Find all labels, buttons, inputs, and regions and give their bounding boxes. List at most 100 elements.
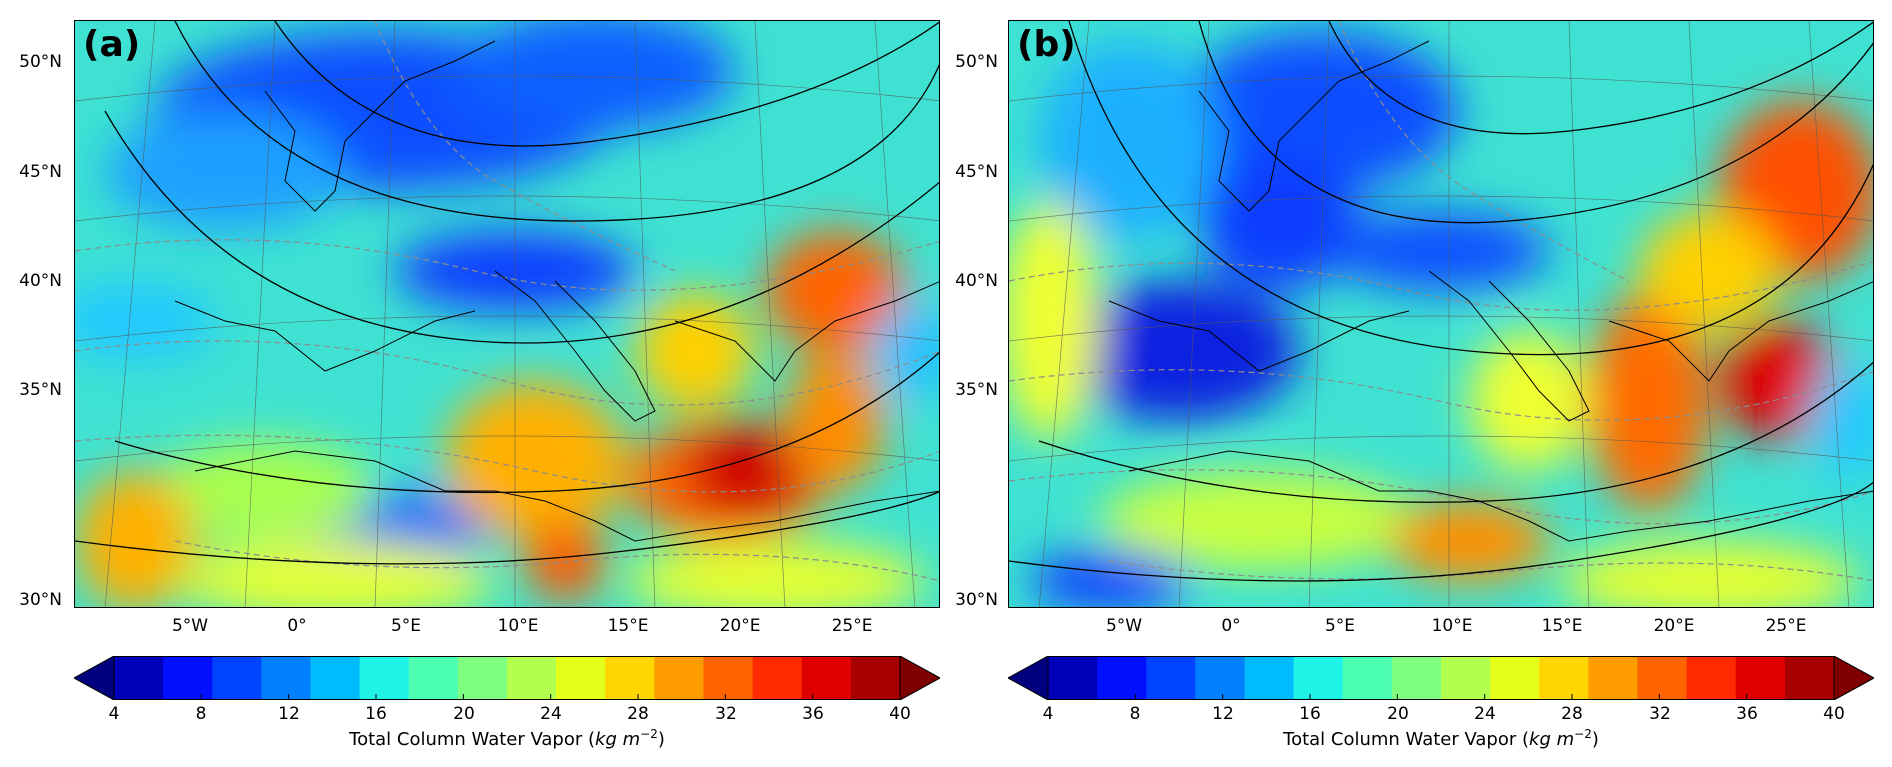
map-frame: (a) [74,20,940,608]
colorbar-segment [1097,656,1147,700]
lat-label-35n: 35°N [19,380,62,400]
lat-label-40n: 40°N [955,271,998,291]
colorbar-tick: 36 [802,704,824,724]
colorbar [72,655,942,701]
lat-label-50n: 50°N [19,52,62,72]
colorbar-segment [408,656,459,700]
colorbar-extend-min [72,655,115,701]
colorbar-title: Total Column Water Vapor (kg m−2) [1283,727,1599,750]
colorbar-title-text: Total Column Water Vapor [1283,729,1517,750]
colorbar-segment [1686,656,1737,700]
colorbar-tick: 20 [1387,704,1409,724]
colorbar-segment [556,656,606,700]
colorbar-segment [359,656,410,700]
lon-label-15e: 15°E [1541,616,1583,636]
lon-label-10e: 10°E [1431,616,1473,636]
colorbar-segment [605,656,655,700]
lon-label-5w: 5°W [1105,616,1143,636]
panel-a: 50°N 45°N 40°N 35°N 30°N [19,20,942,750]
panel-label: (a) [83,24,141,65]
colorbar-segment [1146,656,1196,700]
colorbar-unit-exponent: −2 [640,727,658,741]
lon-label-0: 0° [1221,616,1241,636]
lon-label-10e: 10°E [497,616,539,636]
lat-label-30n: 30°N [19,590,62,610]
colorbar-tick: 4 [108,704,120,724]
colorbar-segment [1391,656,1442,700]
colorbar-tick: 16 [365,704,387,724]
colorbar-segment [507,656,557,700]
colorbar-segment [801,656,852,700]
colorbar-tick: 4 [1042,704,1054,724]
colorbar-segment [1539,656,1589,700]
colorbar-unit: kg m [1529,729,1575,750]
colorbar-segment [1637,656,1688,700]
colorbar-segment [1490,656,1540,700]
lon-label-5e: 5°E [1324,616,1356,636]
lat-label-35n: 35°N [955,380,998,400]
colorbar-segment [1735,656,1786,700]
lon-label-0: 0° [287,616,307,636]
colorbar-unit: kg m [595,729,641,750]
colorbar-segment [654,656,704,700]
colorbar-tick: 32 [715,704,737,724]
colorbar [1006,655,1876,701]
colorbar-tick: 28 [1561,704,1583,724]
colorbar-tick: 12 [1212,704,1234,724]
colorbar-segment [1342,656,1393,700]
colorbar-segment [1195,656,1245,700]
tcwv-map-a [75,21,939,607]
colorbar-segment [114,656,164,700]
panel-b: 50°N 45°N 40°N 35°N 30°N [936,0,1882,767]
lat-label-50n: 50°N [955,52,998,72]
lon-label-20e: 20°E [1653,616,1695,636]
colorbar-segment [1588,656,1638,700]
colorbar-tick: 12 [278,704,300,724]
lon-label-5w: 5°W [171,616,209,636]
colorbar-tick: 36 [1736,704,1758,724]
colorbar-segment [1293,656,1344,700]
lat-label-30n: 30°N [955,590,998,610]
colorbar-outline [113,656,901,700]
colorbar-segment [457,656,508,700]
colorbar-segment [163,656,213,700]
colorbar-tick: 40 [1823,704,1845,724]
lon-label-15e: 15°E [607,616,649,636]
colorbar-tick: 20 [453,704,475,724]
colorbar-extend-min [1006,655,1049,701]
colorbar-segment [1441,656,1491,700]
colorbar-extend-max [899,655,942,701]
colorbar-extend-max [1833,655,1876,701]
colorbar-tick: 8 [1129,704,1141,724]
colorbar-unit-exponent: −2 [1574,727,1592,741]
colorbar-tick: 40 [889,704,911,724]
colorbar-segment [850,656,901,700]
colorbar-tick: 16 [1299,704,1321,724]
lon-label-20e: 20°E [719,616,761,636]
panel-label: (b) [1017,24,1076,65]
colorbar-title-text: Total Column Water Vapor [349,729,583,750]
colorbar-tick: 28 [627,704,649,724]
map-frame: (b) [1008,20,1874,608]
colorbar-svg [1006,655,1876,701]
colorbar-title: Total Column Water Vapor (kg m−2) [349,727,665,750]
lon-label-25e: 25°E [1765,616,1807,636]
tcwv-map-b [1009,21,1873,607]
colorbar-tick: 24 [1474,704,1496,724]
lat-label-40n: 40°N [19,271,62,291]
colorbar-tick: 8 [195,704,207,724]
lat-label-45n: 45°N [19,162,62,182]
colorbar-svg [72,655,942,701]
colorbar-outline [1047,656,1835,700]
colorbar-segment [703,656,754,700]
colorbar-segment [1784,656,1835,700]
colorbar-segment [212,656,262,700]
colorbar-segment [261,656,311,700]
lat-label-45n: 45°N [955,162,998,182]
colorbar-segment [752,656,803,700]
colorbar-segment [1048,656,1098,700]
colorbar-segment [1244,656,1295,700]
colorbar-segment [310,656,361,700]
colorbar-tick: 24 [540,704,562,724]
lon-label-5e: 5°E [390,616,422,636]
